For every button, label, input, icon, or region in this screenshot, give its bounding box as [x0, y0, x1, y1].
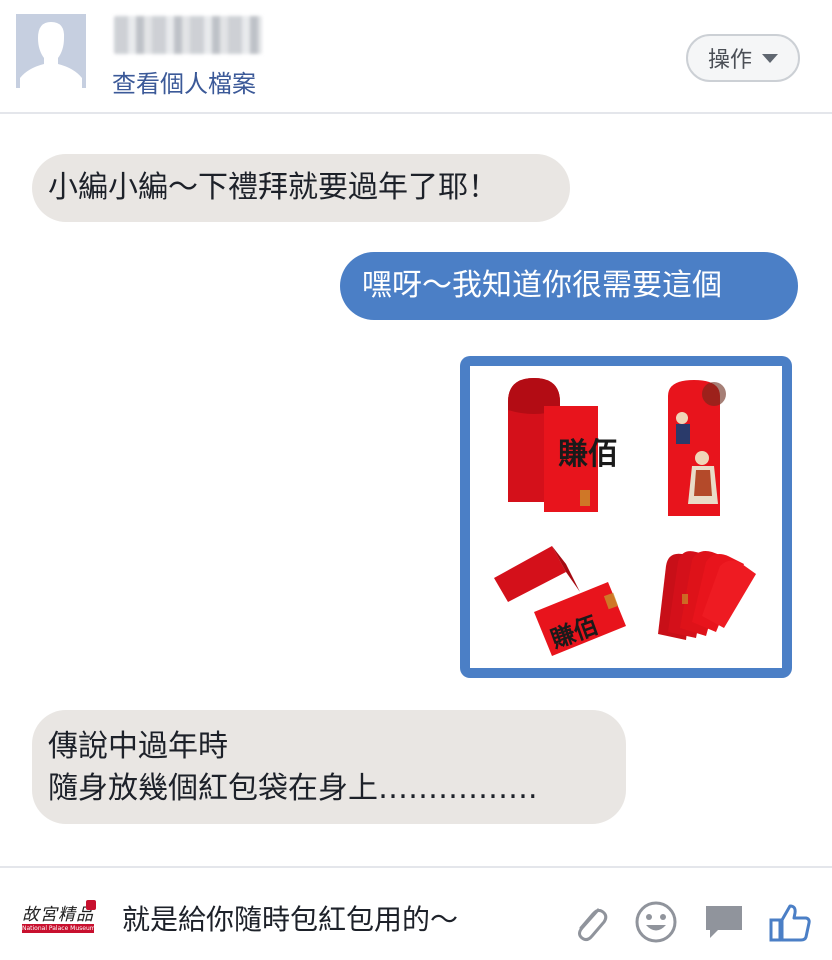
thumbs-up-icon[interactable]: [768, 900, 812, 944]
actions-button-label: 操作: [707, 48, 752, 73]
red-envelopes-photo: 賺佰 賺佰: [470, 366, 782, 668]
message-input[interactable]: 就是給你隨時包紅包用的～: [122, 903, 459, 936]
message-text-line-2: 隨身放幾個紅包袋在身上…………….: [48, 771, 538, 806]
message-composer: 故宮精品 National Palace Museum Shop 就是給你隨時包…: [0, 866, 832, 960]
message-incoming[interactable]: 傳說中過年時 隨身放幾個紅包袋在身上…………….: [32, 710, 626, 824]
message-incoming[interactable]: 小編小編～下禮拜就要過年了耶！: [32, 154, 570, 222]
conversation-header: 查看個人檔案 操作: [0, 0, 832, 114]
message-text: 嘿呀～我知道你很需要這個: [362, 268, 722, 303]
message-text: 小編小編～下禮拜就要過年了耶！: [48, 170, 498, 205]
message-text-line-1: 傳說中過年時: [48, 729, 228, 764]
envelope-calligraphy: 賺佰: [558, 437, 618, 472]
logo-subtext: National Palace Museum Shop: [22, 924, 94, 933]
actions-button[interactable]: 操作: [686, 34, 800, 82]
message-outgoing[interactable]: 嘿呀～我知道你很需要這個: [340, 252, 798, 320]
red-envelopes-illustration: 賺佰 賺佰: [494, 378, 756, 656]
avatar-icon[interactable]: [16, 14, 86, 88]
logo-text: 故宮精品: [22, 905, 94, 925]
envelope-stack: [658, 551, 756, 640]
message-image[interactable]: 賺佰 賺佰: [460, 356, 792, 678]
sender-logo: 故宮精品 National Palace Museum Shop: [22, 900, 96, 936]
chevron-down-icon: [762, 53, 778, 63]
paperclip-icon[interactable]: [568, 900, 612, 944]
contact-name-blurred: [114, 16, 262, 54]
logo-seal-icon: [86, 900, 96, 910]
message-icon[interactable]: [702, 900, 746, 944]
emoji-icon[interactable]: [634, 900, 678, 944]
view-profile-link[interactable]: 查看個人檔案: [112, 70, 256, 98]
